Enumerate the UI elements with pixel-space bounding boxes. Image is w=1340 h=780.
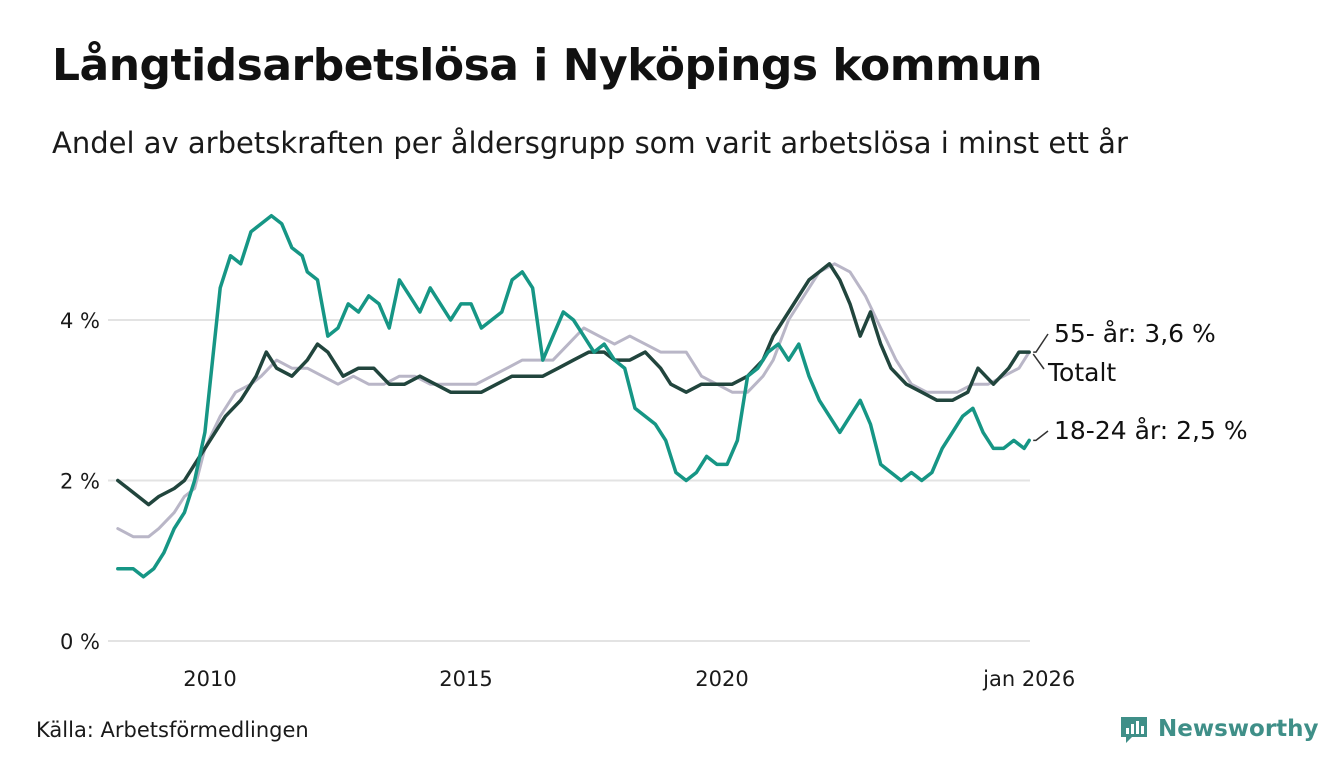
leader-line-total <box>1032 353 1045 370</box>
series-line-youth <box>116 213 1031 579</box>
brand-name: Newsworthy <box>1158 716 1319 742</box>
x-axis-ticks: 2010 2015 2020 jan 2026 <box>183 667 1075 691</box>
end-label-total: Totalt <box>1047 358 1116 387</box>
x-tick-label: 2020 <box>695 667 748 691</box>
end-label-older: 55- år: 3,6 % <box>1054 319 1216 348</box>
end-labels: 55- år: 3,6 % Totalt 18-24 år: 2,5 % <box>1032 319 1248 445</box>
y-tick-label: 0 % <box>60 630 100 654</box>
newsworthy-logo-icon <box>1121 717 1147 743</box>
end-label-youth: 18-24 år: 2,5 % <box>1054 416 1248 445</box>
page-title: Långtidsarbetslösa i Nyköpings kommun <box>52 40 1043 91</box>
x-tick-label: jan 2026 <box>982 667 1075 691</box>
x-tick-label: 2015 <box>439 667 492 691</box>
y-tick-label: 2 % <box>60 470 100 494</box>
series-lines <box>116 213 1031 579</box>
brand-block: Newsworthy <box>1118 712 1319 746</box>
y-axis-ticks: 0 % 2 % 4 % <box>60 309 100 654</box>
source-note: Källa: Arbetsförmedlingen <box>36 718 309 742</box>
y-tick-label: 4 % <box>60 309 100 333</box>
series-line-total <box>116 262 1031 507</box>
leader-line-youth <box>1033 430 1049 442</box>
series-line-older <box>116 262 1031 539</box>
x-tick-label: 2010 <box>183 667 236 691</box>
page-subtitle: Andel av arbetskraften per åldersgrupp s… <box>52 126 1128 160</box>
leader-line-older <box>1033 333 1049 353</box>
